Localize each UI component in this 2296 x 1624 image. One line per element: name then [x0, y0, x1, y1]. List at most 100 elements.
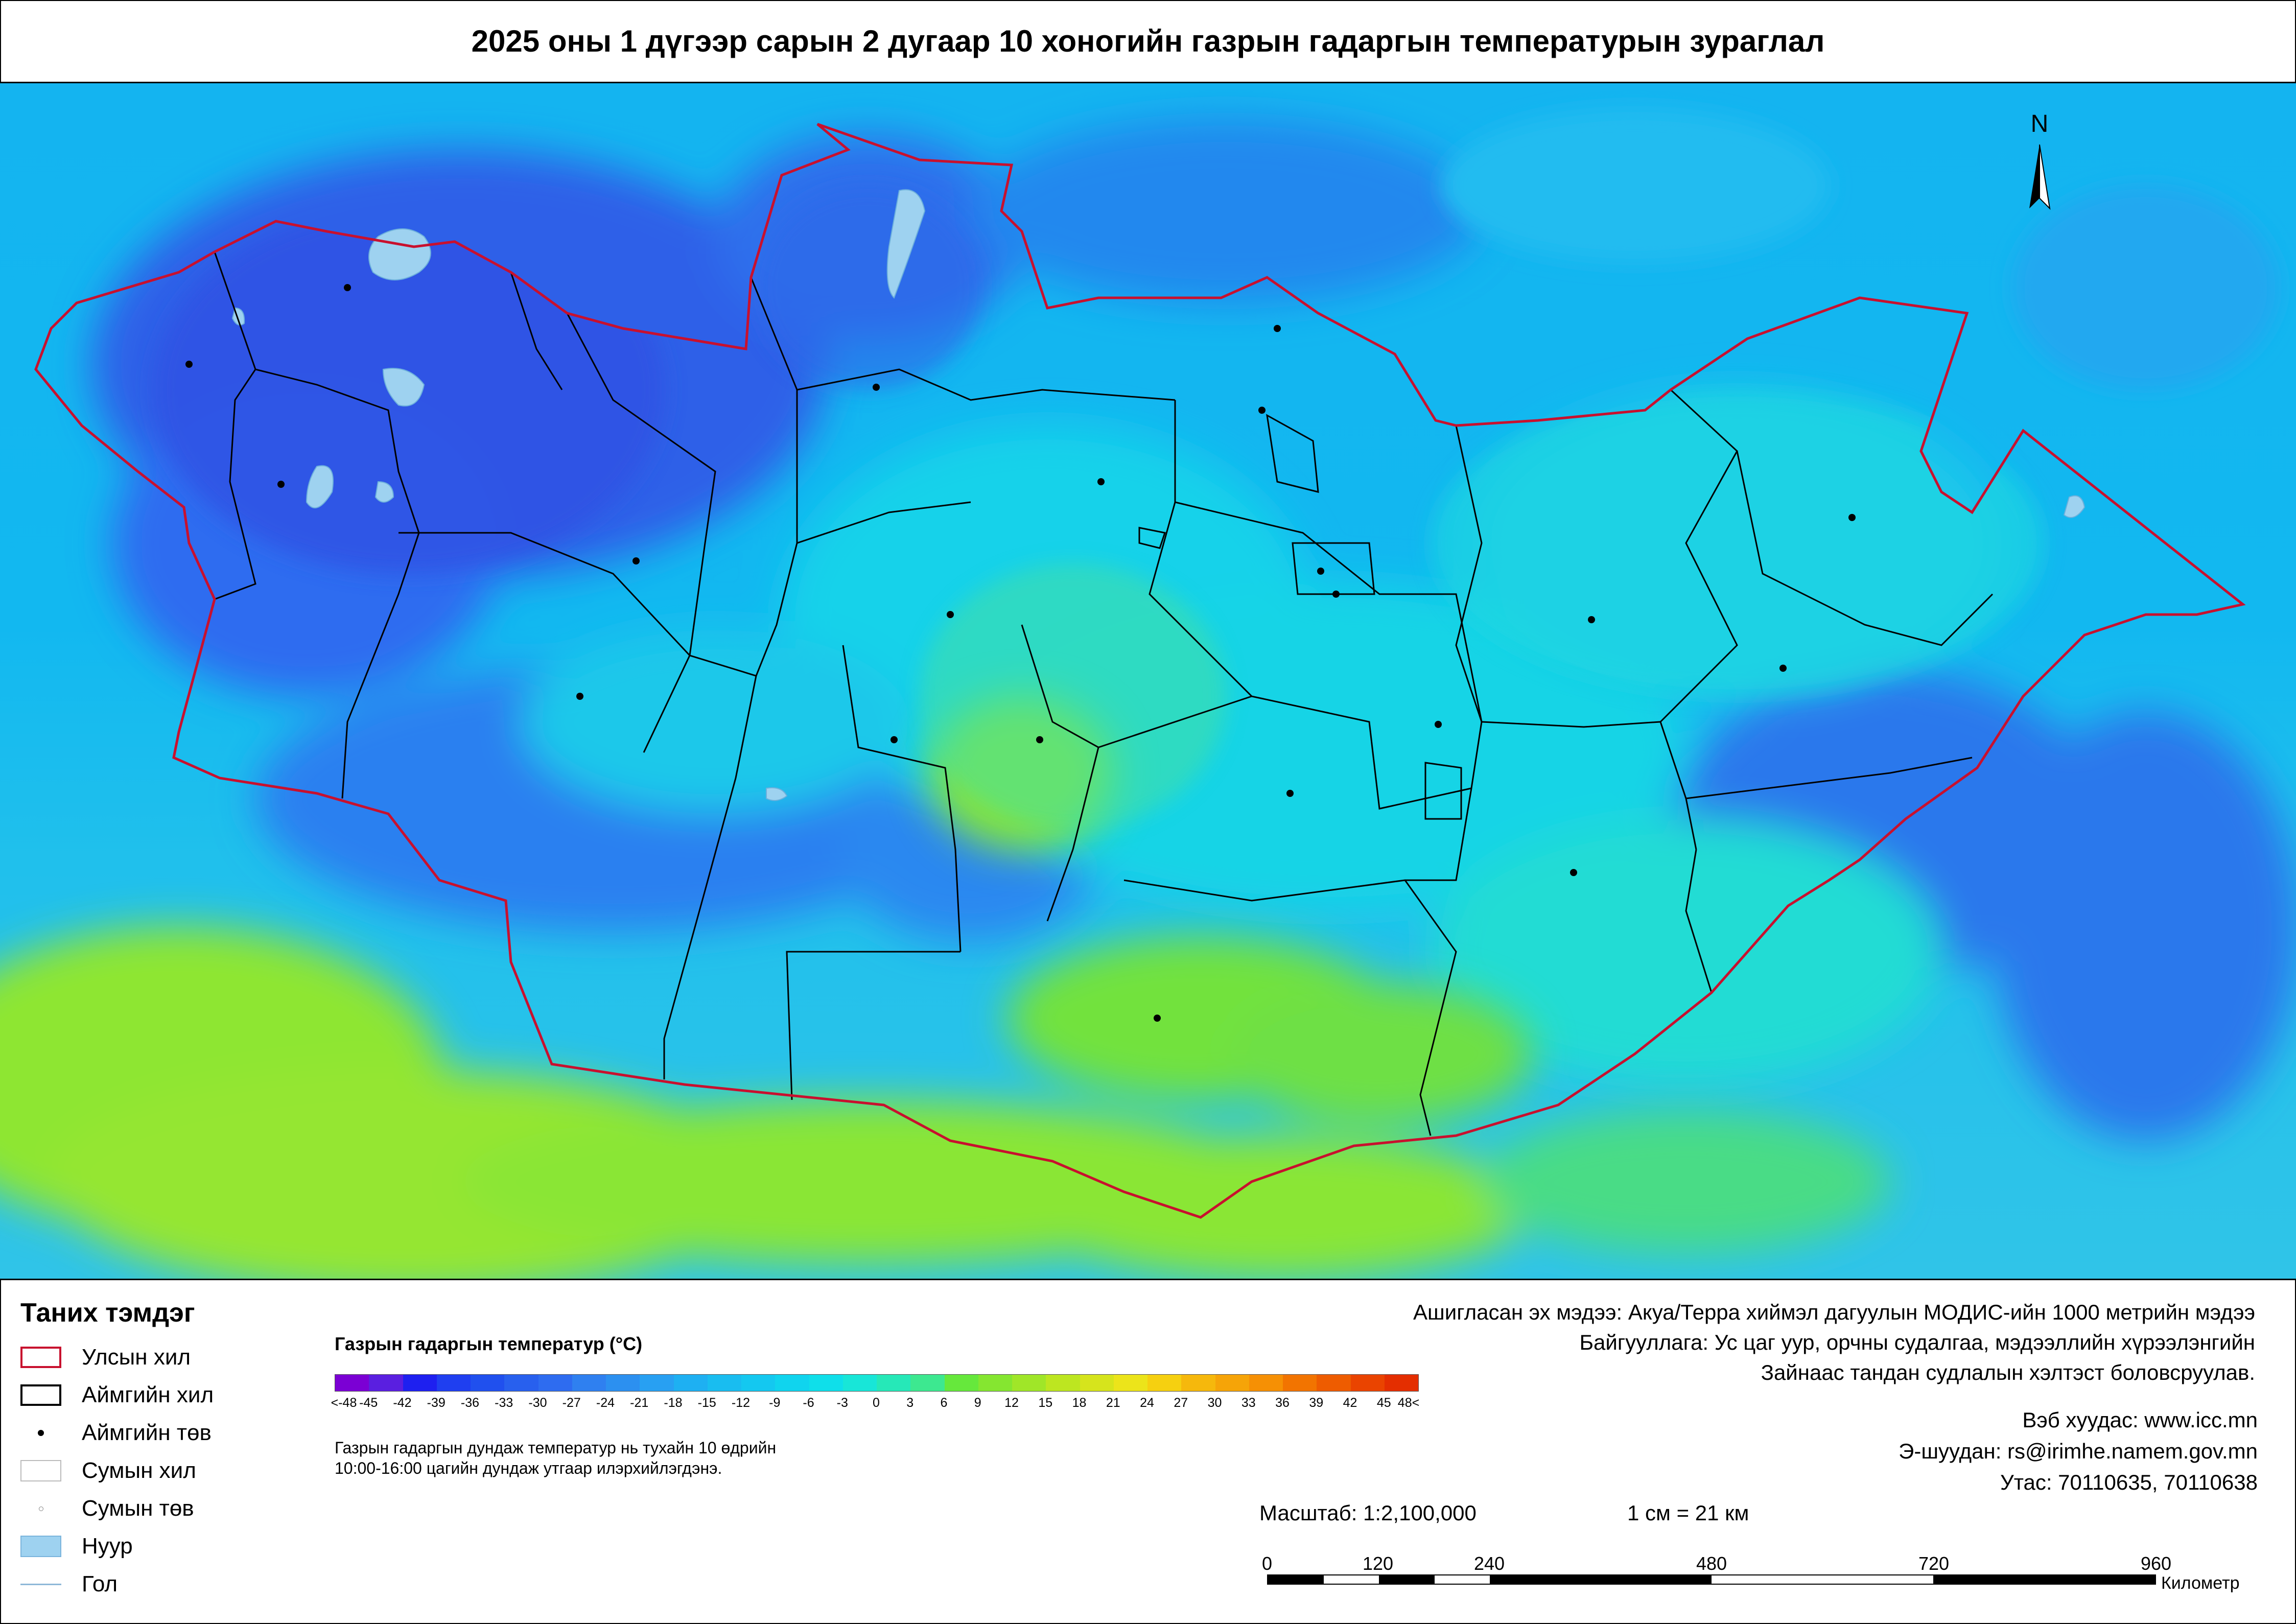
- color-swatch: [842, 1375, 877, 1391]
- contact-email: Э-шуудан: rs@irimhe.namem.gov.mn: [1899, 1439, 2258, 1463]
- color-swatch: [335, 1375, 369, 1391]
- legend-item-aimag-center: Аймгийн төв: [20, 1414, 214, 1452]
- temperature-tick-label: -27: [562, 1396, 581, 1410]
- temperature-tick-label: -3: [836, 1396, 848, 1410]
- north-arrow: N: [2029, 110, 2051, 210]
- country-border-symbol: [20, 1347, 61, 1368]
- temperature-tick-label: 27: [1174, 1396, 1188, 1410]
- color-swatch: [673, 1375, 708, 1391]
- temperature-tick-label: 18: [1072, 1396, 1087, 1410]
- temperature-tick-label: -33: [495, 1396, 513, 1410]
- km-label: 720: [1918, 1553, 1950, 1574]
- legend-label: Сумын төв: [82, 1496, 194, 1521]
- lake-symbol: [20, 1536, 61, 1557]
- temperature-tick-label: 15: [1038, 1396, 1053, 1410]
- temperature-tick-label: -12: [731, 1396, 751, 1410]
- km-label: 120: [1362, 1553, 1394, 1574]
- color-swatch: [436, 1375, 471, 1391]
- color-swatch: [403, 1375, 437, 1391]
- color-swatch: [1249, 1375, 1283, 1391]
- color-swatch: [1215, 1375, 1249, 1391]
- legend-label: Улсын хил: [82, 1345, 191, 1370]
- temperature-tick-label: -24: [596, 1396, 615, 1410]
- temperature-tick-label: 21: [1106, 1396, 1120, 1410]
- temperature-tick-label: -18: [664, 1396, 683, 1410]
- legend-label: Сумын хил: [82, 1458, 196, 1483]
- legend-label: Нуур: [82, 1534, 133, 1559]
- sum-border-symbol: [20, 1460, 61, 1481]
- map-area: N: [0, 82, 2296, 1280]
- legend-item-sum-border: Сумын хил: [20, 1452, 214, 1490]
- temperature-tick-label: -36: [460, 1396, 480, 1410]
- temperature-tick-label: -42: [393, 1396, 412, 1410]
- temperature-tick-label: 9: [974, 1396, 981, 1410]
- source-line3: Зайнаас тандан судлалын хэлтэст боловсру…: [1761, 1360, 2255, 1384]
- temperature-tick-label: 30: [1207, 1396, 1222, 1410]
- temperature-tick-label: -39: [427, 1396, 446, 1410]
- contact-phone: Утас: 70110635, 70110638: [2000, 1470, 2258, 1494]
- scale-equivalence: 1 см = 21 км: [1627, 1501, 1749, 1525]
- legend-label: Аймгийн төв: [82, 1420, 212, 1445]
- aimag-borders: [214, 251, 1994, 1136]
- color-swatch: [1046, 1375, 1080, 1391]
- color-swatch: [910, 1375, 945, 1391]
- scale-ratio: Масштаб: 1:2,100,000: [1259, 1501, 1477, 1525]
- temperature-tick-label: -15: [697, 1396, 716, 1410]
- km-unit: Километр: [2161, 1573, 2240, 1593]
- temperature-tick-label: 36: [1275, 1396, 1290, 1410]
- source-line2: Байгууллага: Ус цаг уур, орчны судалгаа,…: [1579, 1330, 2255, 1354]
- color-swatch: [1147, 1375, 1182, 1391]
- color-swatch: [944, 1375, 978, 1391]
- color-swatch: [640, 1375, 674, 1391]
- legend-item-river: Гол: [20, 1565, 214, 1603]
- temperature-tick-label: 48<: [1397, 1396, 1420, 1410]
- km-bar-segments: [1267, 1574, 2156, 1585]
- color-swatch: [504, 1375, 538, 1391]
- km-label: 960: [2140, 1553, 2172, 1574]
- title-bar: 2025 оны 1 дүгээр сарын 2 дугаар 10 хоно…: [0, 0, 2296, 82]
- temperature-tick-label: 12: [1004, 1396, 1019, 1410]
- temperature-scale-title: Газрын гадаргын температур (°C): [335, 1333, 643, 1354]
- source-line1: Ашигласан эх мэдээ: Акуа/Терра хиймэл да…: [1413, 1300, 2255, 1324]
- source-info: Ашигласан эх мэдээ: Акуа/Терра хиймэл да…: [1413, 1298, 2255, 1387]
- km-label: 240: [1473, 1553, 1505, 1574]
- color-swatch: [1113, 1375, 1147, 1391]
- temperature-tick-label: -45: [359, 1396, 378, 1410]
- color-swatch: [538, 1375, 572, 1391]
- color-swatch: [1181, 1375, 1215, 1391]
- legend-label: Гол: [82, 1571, 118, 1596]
- temperature-tick-label: 3: [906, 1396, 914, 1410]
- temperature-tick-label: <-48: [331, 1396, 357, 1410]
- color-swatch: [1283, 1375, 1317, 1391]
- color-swatch: [1080, 1375, 1114, 1391]
- temperature-color-bar: [335, 1374, 1419, 1392]
- temperature-tick-label: -6: [803, 1396, 814, 1410]
- color-swatch: [572, 1375, 606, 1391]
- color-swatch: [978, 1375, 1012, 1391]
- temperature-note: Газрын гадаргын дундаж температур нь тух…: [335, 1438, 1423, 1478]
- country-border-path: [34, 123, 2246, 1219]
- aimag-centers: [185, 284, 1856, 1022]
- temperature-tick-label: 39: [1309, 1396, 1324, 1410]
- temperature-map: N: [0, 83, 2296, 1279]
- aimag-center-symbol: [20, 1422, 61, 1444]
- km-label: 480: [1696, 1553, 1727, 1574]
- legend-item-sum-center: Сумын төв: [20, 1490, 214, 1527]
- color-swatch: [707, 1375, 741, 1391]
- legend-item-lake: Нуур: [20, 1527, 214, 1565]
- legend-item-country-border: Улсын хил: [20, 1338, 214, 1376]
- north-label: N: [2031, 110, 2049, 137]
- temperature-tick-label: -21: [630, 1396, 649, 1410]
- legend-heading: Таних тэмдэг: [20, 1298, 195, 1328]
- temperature-tick-label: 42: [1343, 1396, 1357, 1410]
- color-swatch: [471, 1375, 505, 1391]
- legend-item-aimag-border: Аймгийн хил: [20, 1376, 214, 1414]
- temperature-tick-label: 6: [940, 1396, 948, 1410]
- km-label: 0: [1261, 1553, 1273, 1574]
- temperature-note-line1: Газрын гадаргын дундаж температур нь тух…: [335, 1439, 777, 1457]
- aimag-border-symbol: [20, 1384, 61, 1406]
- temperature-tick-label: 33: [1241, 1396, 1256, 1410]
- color-swatch: [775, 1375, 809, 1391]
- temperature-tick-label: -9: [769, 1396, 781, 1410]
- temperature-tick-label: -30: [528, 1396, 547, 1410]
